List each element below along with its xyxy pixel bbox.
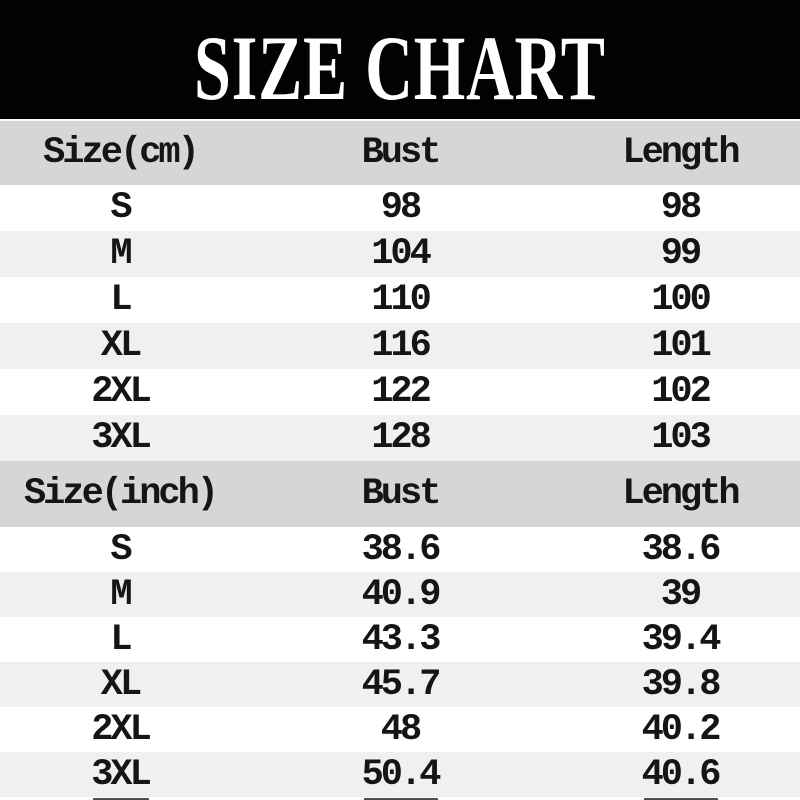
size-table: Size(cm) Bust Length S 98 98 M 104 99 L …: [0, 119, 800, 800]
page-title: SIZE CHART: [194, 16, 606, 119]
bust-cell: 128: [371, 417, 432, 459]
length-cell: 39.8: [641, 663, 722, 706]
length-cell: 39.4: [641, 618, 722, 661]
table-row: 2XL 48 40.2: [0, 707, 800, 752]
table-row: S 98 98: [0, 185, 800, 231]
table-row: M 40.9 39: [0, 572, 800, 617]
size-cell: S: [110, 528, 132, 571]
column-header-size-cm: Size(cm): [43, 132, 200, 174]
table-row: 2XL 122 102: [0, 369, 800, 415]
length-cell: 101: [651, 325, 712, 367]
length-cell: 39: [660, 573, 702, 616]
column-header-length: Length: [622, 473, 740, 515]
table-row: L 43.3 39.4: [0, 617, 800, 662]
cropped-glyph-mark: [364, 798, 438, 800]
table-row: M 104 99: [0, 231, 800, 277]
length-cell: 103: [651, 417, 712, 459]
length-cell: 99: [660, 233, 702, 275]
table-row: 3XL 50.4 40.6: [0, 752, 800, 797]
length-cell: 38.6: [641, 528, 722, 571]
size-cell: S: [110, 187, 132, 229]
table-header-row-inch: Size(inch) Bust Length: [0, 461, 800, 527]
column-header-bust: Bust: [361, 473, 442, 515]
size-cell: 3XL: [91, 417, 152, 459]
bust-cell: 98: [380, 187, 422, 229]
column-header-size-inch: Size(inch): [23, 473, 219, 515]
cropped-next-row-glyphs: [0, 797, 800, 800]
cropped-glyph-mark: [93, 798, 149, 800]
column-header-length: Length: [622, 132, 740, 174]
cropped-glyph-mark: [644, 798, 718, 800]
size-cell: XL: [100, 325, 142, 367]
table-row: XL 45.7 39.8: [0, 662, 800, 707]
bust-cell: 45.7: [361, 663, 442, 706]
length-cell: 98: [660, 187, 702, 229]
table-row: L 110 100: [0, 277, 800, 323]
size-cell: 2XL: [91, 371, 152, 413]
table-row: S 38.6 38.6: [0, 527, 800, 572]
length-cell: 40.2: [641, 708, 722, 751]
size-cell: XL: [100, 663, 142, 706]
title-banner: SIZE CHART: [0, 0, 800, 119]
length-cell: 40.6: [641, 753, 722, 796]
size-cell: 3XL: [91, 753, 152, 796]
size-cell: L: [110, 279, 132, 321]
table-row: XL 116 101: [0, 323, 800, 369]
length-cell: 102: [651, 371, 712, 413]
bust-cell: 48: [380, 708, 422, 751]
bust-cell: 38.6: [361, 528, 442, 571]
bust-cell: 104: [371, 233, 432, 275]
size-cell: L: [110, 618, 132, 661]
table-row: 3XL 128 103: [0, 415, 800, 461]
bust-cell: 43.3: [361, 618, 442, 661]
size-cell: M: [110, 573, 132, 616]
bust-cell: 122: [371, 371, 432, 413]
table-header-row-cm: Size(cm) Bust Length: [0, 119, 800, 185]
size-cell: 2XL: [91, 708, 152, 751]
column-header-bust: Bust: [361, 132, 442, 174]
length-cell: 100: [651, 279, 712, 321]
bust-cell: 40.9: [361, 573, 442, 616]
bust-cell: 116: [371, 325, 432, 367]
size-cell: M: [110, 233, 132, 275]
bust-cell: 50.4: [361, 753, 442, 796]
bust-cell: 110: [371, 279, 432, 321]
